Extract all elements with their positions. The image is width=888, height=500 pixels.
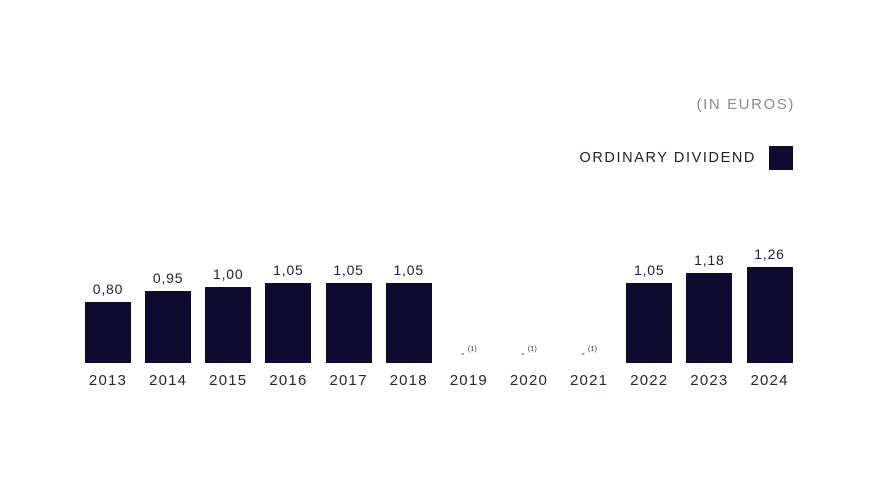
bar-group-2020: - (1) 2020	[499, 0, 559, 500]
dash: -	[460, 348, 465, 360]
bar	[686, 273, 733, 363]
bar	[205, 287, 252, 363]
year-label: 2017	[329, 372, 368, 389]
bar-group-2015: 1,00 2015	[198, 0, 258, 500]
bar-group-2018: 1,05 2018	[379, 0, 439, 500]
value-label: 0,95	[152, 270, 184, 286]
value-label: 1,05	[333, 262, 364, 278]
value-label: 0,80	[92, 281, 124, 297]
bar-group-2013: 0,80 2013	[78, 0, 138, 500]
bar-group-2019: - (1) 2019	[439, 0, 499, 500]
year-label: 2020	[509, 372, 549, 389]
footnote-marker: (1)	[467, 344, 477, 353]
legend-swatch	[769, 146, 793, 170]
value-label: 1,18	[694, 252, 725, 268]
year-label: 2019	[449, 372, 488, 389]
bar-group-2016: 1,05 2016	[258, 0, 318, 500]
bar	[85, 302, 131, 363]
value-label: 1,05	[273, 262, 304, 278]
legend-label: ORDINARY DIVIDEND	[579, 150, 756, 166]
dash: -	[521, 348, 525, 360]
no-dividend-marker: - (1)	[439, 345, 499, 361]
year-label: 2018	[389, 372, 428, 389]
bar-group-2022: 1,05 2022	[619, 0, 679, 500]
bar	[325, 283, 372, 363]
no-dividend-marker: - (1)	[499, 345, 559, 361]
dash: -	[581, 348, 585, 360]
value-label: 1,00	[213, 266, 244, 282]
no-dividend-marker: - (1)	[559, 345, 619, 361]
footnote-marker: (1)	[587, 344, 598, 353]
year-label: 2024	[750, 372, 789, 389]
bar-group-2024: 1,26 2024	[740, 0, 800, 500]
year-label: 2016	[269, 372, 308, 389]
bar-group-2023: 1,18 2023	[679, 0, 739, 500]
bar	[626, 283, 673, 363]
value-label: 1,26	[754, 246, 785, 262]
year-label: 2021	[570, 372, 609, 389]
year-label: 2014	[149, 372, 188, 389]
bar-group-2014: 0,95 2014	[138, 0, 198, 500]
year-label: 2023	[690, 372, 729, 389]
bar	[385, 283, 432, 363]
year-label: 2022	[630, 372, 669, 389]
units-label: (IN EUROS)	[696, 96, 795, 113]
bar	[145, 291, 192, 363]
value-label: 1,05	[634, 262, 665, 278]
year-label: 2013	[88, 372, 128, 389]
year-label: 2015	[209, 372, 248, 389]
value-label: 1,05	[393, 262, 424, 278]
footnote-marker: (1)	[527, 344, 537, 353]
bar	[746, 267, 793, 363]
bar-group-2017: 1,05 2017	[319, 0, 379, 500]
legend: ORDINARY DIVIDEND	[579, 146, 793, 170]
bar	[265, 283, 312, 363]
bar-group-2021: - (1) 2021	[559, 0, 619, 500]
